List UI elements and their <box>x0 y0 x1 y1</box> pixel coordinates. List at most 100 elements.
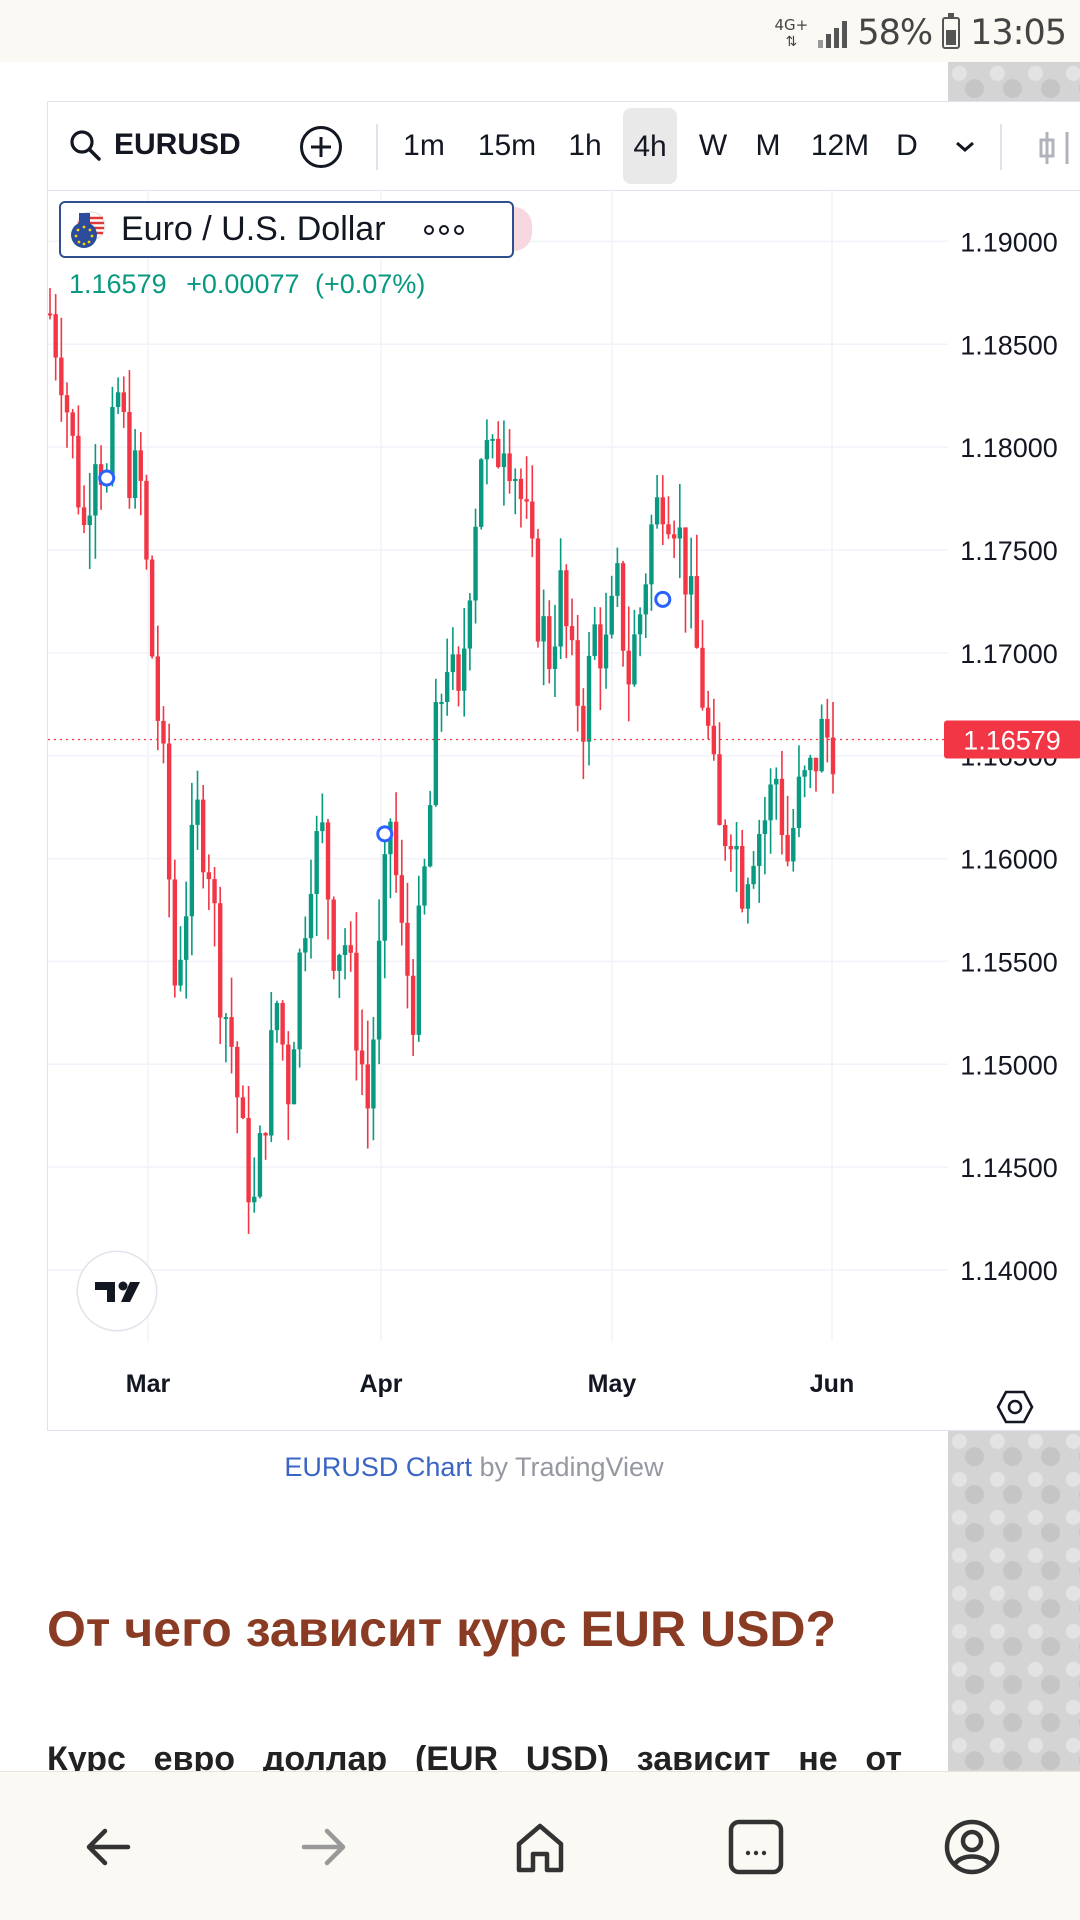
event-marker <box>98 469 116 487</box>
chart-type-icon[interactable] <box>1033 128 1080 168</box>
word: доллар <box>262 1740 388 1778</box>
price-tick: 1.19000 <box>960 227 1058 257</box>
price-chart[interactable]: 1.19000 1.18500 1.18000 1.17500 1.17000 1.165… <box>48 190 1080 1432</box>
candle-body <box>303 938 308 953</box>
candle-body <box>632 634 637 685</box>
attribution-link[interactable]: EURUSD Chart <box>284 1452 472 1482</box>
candle-body <box>700 647 705 708</box>
candle-body <box>558 570 563 647</box>
toolbar-divider <box>1000 124 1002 170</box>
candle-body <box>609 595 614 635</box>
word: (EUR <box>414 1740 499 1778</box>
candle-body <box>121 392 126 413</box>
word: USD) <box>525 1740 609 1778</box>
candle-body <box>274 1003 280 1031</box>
time-tick: Apr <box>359 1370 402 1398</box>
candle-body <box>643 584 648 615</box>
chevron-down-icon[interactable] <box>951 126 979 166</box>
home-icon[interactable] <box>505 1812 575 1882</box>
account-icon[interactable] <box>937 1812 1007 1882</box>
candle-body <box>178 959 183 986</box>
timeframe-15m[interactable]: 15m <box>477 129 537 162</box>
candle-body <box>467 600 473 649</box>
word: не <box>798 1740 838 1778</box>
timeframe-12m[interactable]: 12M <box>810 129 870 162</box>
back-arrow-icon[interactable] <box>72 1812 142 1882</box>
candle-body <box>779 778 785 836</box>
timeframe-m[interactable]: M <box>755 129 781 162</box>
candle-body <box>541 616 546 642</box>
timeframe-1m[interactable]: 1m <box>403 129 445 162</box>
candle-body <box>524 499 529 502</box>
timeframe-4h[interactable]: 4h <box>623 108 677 184</box>
candle-body <box>501 453 507 468</box>
candle-body <box>70 412 75 436</box>
time-tick: May <box>588 1370 637 1398</box>
candle-body <box>564 570 569 627</box>
candle-body <box>808 757 813 771</box>
candle-body <box>677 527 683 539</box>
candle-body <box>212 879 217 904</box>
chart-toolbar: EURUSD 1m 15m 1h 4h W M 12M D <box>48 102 1080 191</box>
candle-body <box>530 501 535 539</box>
candle-body <box>172 879 178 986</box>
timeframe-d[interactable]: D <box>896 129 918 162</box>
legend-symbol[interactable]: Euro / U.S. Dollar <box>59 201 514 258</box>
timeframe-1h[interactable]: 1h <box>568 129 602 162</box>
price-tick: 1.15500 <box>960 947 1058 977</box>
candle-body <box>115 392 121 408</box>
candle-body <box>581 705 586 742</box>
candle-body <box>218 903 223 1018</box>
candle-body <box>649 524 654 585</box>
candle-body <box>518 478 524 500</box>
status-bar: 4G+ ⇅ 58% 13:05 <box>0 0 1080 62</box>
candle-body <box>535 538 541 642</box>
legend-indicator-tab <box>514 207 532 251</box>
candle-body <box>552 646 558 669</box>
symbol-label: EURUSD <box>114 128 241 161</box>
price-tick: 1.17000 <box>960 639 1058 669</box>
tabs-icon[interactable] <box>721 1812 791 1882</box>
candle-body <box>229 1017 234 1047</box>
candle-body <box>456 654 461 691</box>
legend-change-pct: (+0.07%) <box>315 269 426 299</box>
price-tick: 1.16000 <box>960 845 1058 875</box>
timeframe-w[interactable]: W <box>698 129 728 162</box>
candle-body <box>110 407 115 476</box>
candle-body <box>592 624 597 656</box>
candle-body <box>416 905 422 1035</box>
chart-settings-icon[interactable] <box>995 1387 1035 1427</box>
candle-body <box>161 720 166 744</box>
candle-body <box>768 784 773 821</box>
attribution-by: by TradingView <box>471 1452 664 1482</box>
browser-nav-bar <box>0 1772 1080 1920</box>
compare-add-button[interactable] <box>300 126 342 168</box>
candle-body <box>586 655 592 742</box>
legend-values: 1.16579 +0.00077 (+0.07%) <box>69 269 437 300</box>
search-icon <box>70 130 101 161</box>
candle-body <box>325 822 331 900</box>
more-options-icon[interactable] <box>423 224 464 235</box>
tradingview-logo[interactable] <box>78 1252 156 1330</box>
candle-body <box>48 313 53 316</box>
price-tick: 1.17500 <box>960 536 1058 566</box>
forward-arrow-icon[interactable] <box>290 1812 360 1882</box>
candle-body <box>308 893 314 939</box>
candle-body <box>132 450 138 498</box>
symbol-search[interactable]: EURUSD <box>68 128 241 162</box>
candle-body <box>774 778 779 785</box>
candle-body <box>439 701 444 704</box>
tradingview-logo-icon <box>95 1281 140 1302</box>
candle-body <box>393 821 399 876</box>
candle-body <box>598 624 603 669</box>
candle-body <box>87 515 92 526</box>
candle-body <box>81 507 87 526</box>
candle-body <box>728 846 734 850</box>
candle-body <box>240 1097 246 1119</box>
event-marker <box>654 590 672 608</box>
candle-body <box>235 1046 240 1098</box>
candle-body <box>734 845 739 850</box>
candle-body <box>410 975 416 1035</box>
legend-change: +0.00077 <box>186 269 300 299</box>
candle-body <box>473 526 478 601</box>
